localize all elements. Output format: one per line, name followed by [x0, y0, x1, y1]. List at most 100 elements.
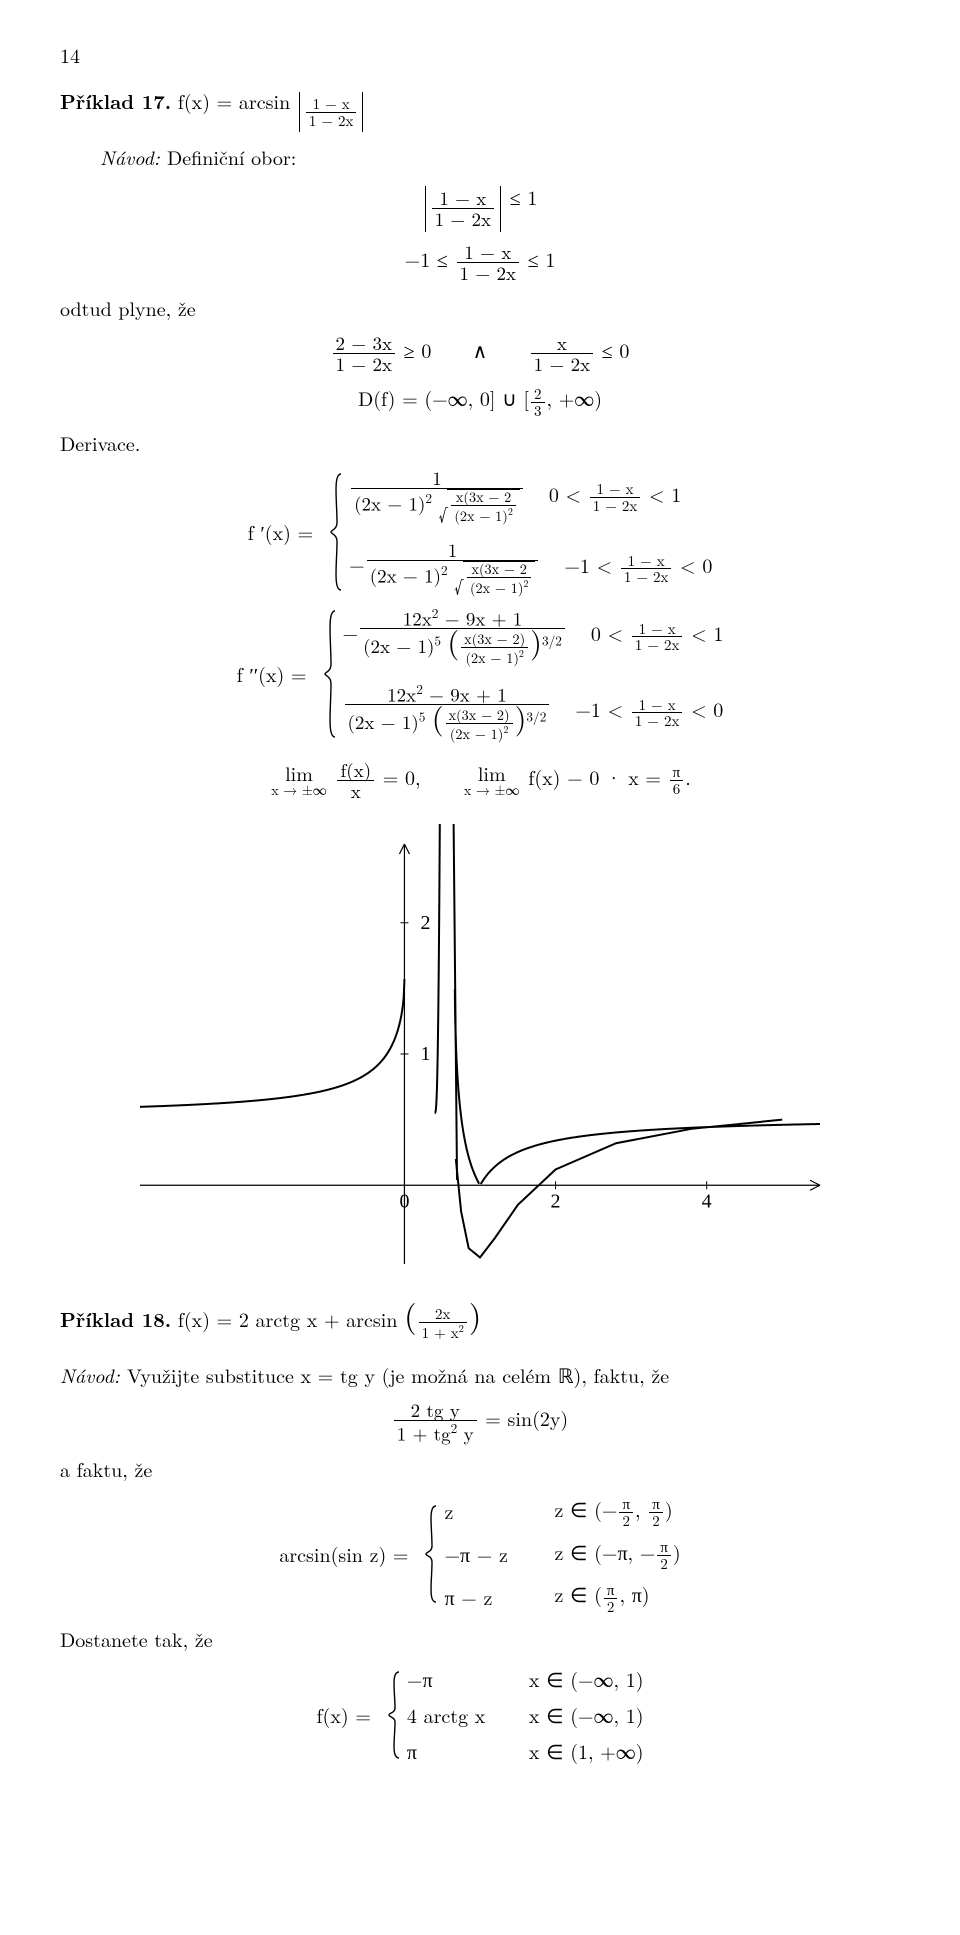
fprime-lhs: f ′(x) =	[248, 517, 314, 547]
cc2b: , π)	[619, 1579, 649, 1608]
navod-label: Návod:	[100, 142, 167, 171]
left-brace-icon	[329, 472, 343, 592]
cc1: π − z	[444, 1582, 514, 1612]
fxb2: x ∈ (−∞, 1)	[529, 1700, 644, 1730]
cc2a: z ∈ (	[554, 1579, 601, 1608]
navod-text: Definiční obor:	[167, 142, 296, 171]
fppn1: 12x	[403, 604, 432, 631]
cb1: −π − z	[444, 1539, 514, 1569]
svg-text:1: 1	[420, 1043, 430, 1065]
fppn2: 12x	[387, 680, 416, 707]
pc2b: < 0	[691, 694, 723, 723]
d1-den: 1 − 2x	[432, 209, 494, 229]
e18navl: Návod:	[60, 1360, 127, 1389]
wedge: ∧	[473, 334, 488, 363]
domain-result: D(f) = (−∞, 0] ∪ [ 2 3 , +∞)	[60, 383, 900, 418]
s3b-op: ≤ 0	[602, 334, 630, 363]
lim1d: x	[348, 781, 364, 801]
fp2-sq-den: (2x − 1)	[470, 578, 523, 598]
c1a: 0 <	[549, 479, 581, 508]
example-18-heading: Příklad 18. f(x) = 2 arctg x + arcsin ( …	[60, 1302, 900, 1340]
e18ad: 1 + x	[422, 1322, 459, 1343]
fxc1: π	[407, 1736, 497, 1766]
cc2: z ∈ (π2, π)	[554, 1579, 649, 1614]
e18f1r: = sin(2y)	[485, 1403, 568, 1432]
pc2d: 1 − 2x	[632, 713, 683, 729]
s3a-op: ≥ 0	[404, 334, 432, 363]
fppp2d: (2x − 1)	[450, 724, 503, 744]
ex18-f: f(x) = 2 arctg x + arcsin	[178, 1304, 398, 1333]
page-number: 14	[60, 40, 900, 70]
example-17-bold: Příklad 17.	[60, 86, 171, 115]
frac-den: 1 − 2x	[306, 113, 357, 129]
svg-text:2: 2	[551, 1191, 561, 1213]
domain-step3: 2 − 3x 1 − 2x ≥ 0 ∧ x 1 − 2x ≤ 0	[60, 333, 900, 374]
fxa1: −π	[407, 1664, 497, 1694]
lim2d: 6	[670, 781, 684, 797]
fp-cond1: 0 < 1 − x 1 − 2x < 1	[549, 479, 681, 514]
d2-rhs: ≤ 1	[528, 243, 556, 272]
fpp-cond1: 0 < 1 − x 1 − 2x < 1	[591, 618, 723, 653]
ca2a: z ∈ (−	[554, 1494, 617, 1523]
pc1b: < 1	[691, 618, 723, 647]
pc1d: 1 − 2x	[632, 637, 683, 653]
s3a-den: 1 − 2x	[333, 354, 395, 374]
left-brace-icon	[387, 1670, 401, 1760]
fxlhs: f(x) =	[316, 1700, 370, 1730]
fp2-top: 1	[445, 540, 461, 560]
derivace-label: Derivace.	[60, 428, 900, 458]
fppp2de: 2	[503, 722, 508, 736]
fpp-case2-expr: 12x2 − 9x + 1 (2x − 1)5 ( x(3x − 2) (2x …	[343, 682, 552, 742]
dostanete: Dostanete tak, že	[60, 1624, 900, 1654]
fp1-sq-den: (2x − 1)	[454, 506, 507, 526]
fpp-case1-expr: − 12x2 − 9x + 1 (2x − 1)5 ( x(3x − 2) (2…	[343, 606, 567, 666]
fppp1d: (2x − 1)	[465, 648, 518, 668]
fp-cond2: −1 < 1 − x 1 − 2x < 0	[564, 550, 712, 585]
fppow1: 3/2	[542, 631, 562, 650]
cb2d: 2	[657, 1556, 671, 1572]
example-18-bold: Příklad 18.	[60, 1304, 171, 1333]
fppp2n: x(3x − 2)	[446, 708, 513, 723]
c1d: 1 − 2x	[590, 498, 641, 514]
abs-wrapper: 1 − x 1 − 2x	[299, 92, 364, 132]
f-label: f(x) =	[178, 86, 239, 115]
svg-text:0: 0	[399, 1191, 409, 1213]
example-17-heading: Příklad 17. f(x) = arcsin 1 − x 1 − 2x	[60, 86, 900, 132]
fpp-lhs: f ′′(x) =	[237, 659, 307, 689]
cc2d: 2	[604, 1599, 618, 1615]
fp1-dena: (2x − 1)	[354, 490, 425, 517]
d1-rhs: ≤ 1	[510, 182, 538, 211]
ca2d2: 2	[649, 1513, 663, 1529]
cb2: z ∈ (−π, −π2)	[554, 1537, 680, 1572]
lim1-sub: x → ±∞	[271, 783, 327, 797]
fxc2: x ∈ (1, +∞)	[529, 1736, 644, 1766]
ex18-navod: Návod: Využijte substituce x = tg y (je …	[60, 1360, 900, 1390]
fp1-top: 1	[429, 468, 445, 488]
e18alhs: arcsin(sin z) =	[279, 1539, 408, 1569]
ca2d: 2	[619, 1513, 633, 1529]
ex18-eq1: 2 tg y 1 + tg2 y = sin(2y)	[60, 1400, 900, 1443]
c2b: < 0	[680, 550, 712, 579]
c2a: −1 <	[564, 550, 612, 579]
fp1-sq-den-exp: 2	[508, 504, 513, 518]
df-after: , +∞)	[547, 383, 603, 412]
limits-line: lim x → ±∞ f(x) x = 0, lim x → ±∞ f(x) −…	[60, 760, 900, 801]
d2-lhs: −1 ≤	[405, 243, 448, 272]
fppp1de: 2	[519, 646, 524, 660]
function-plot: 02412	[120, 824, 840, 1284]
df-den: 3	[531, 403, 545, 419]
fppow2: 3/2	[526, 707, 546, 726]
e18f1n: 2 tg y	[408, 1400, 463, 1420]
fxb1: 4 arctg x	[407, 1700, 497, 1730]
navod-line: Návod: Definiční obor:	[100, 142, 900, 172]
pc1a: 0 <	[591, 618, 623, 647]
ca2c: )	[665, 1494, 673, 1523]
lim2m: f(x) − 0 · x =	[528, 761, 661, 790]
c2d: 1 − 2x	[621, 569, 672, 585]
e18navt: Využijte substituce x = tg y (je možná n…	[127, 1360, 669, 1389]
e18an: 2x	[432, 1306, 453, 1322]
pc2a: −1 <	[575, 694, 623, 723]
fpp-cond2: −1 < 1 − x 1 − 2x < 0	[575, 694, 723, 729]
cb2a: z ∈ (−π, −	[554, 1537, 655, 1566]
fppd1: (2x − 1)	[363, 632, 434, 659]
